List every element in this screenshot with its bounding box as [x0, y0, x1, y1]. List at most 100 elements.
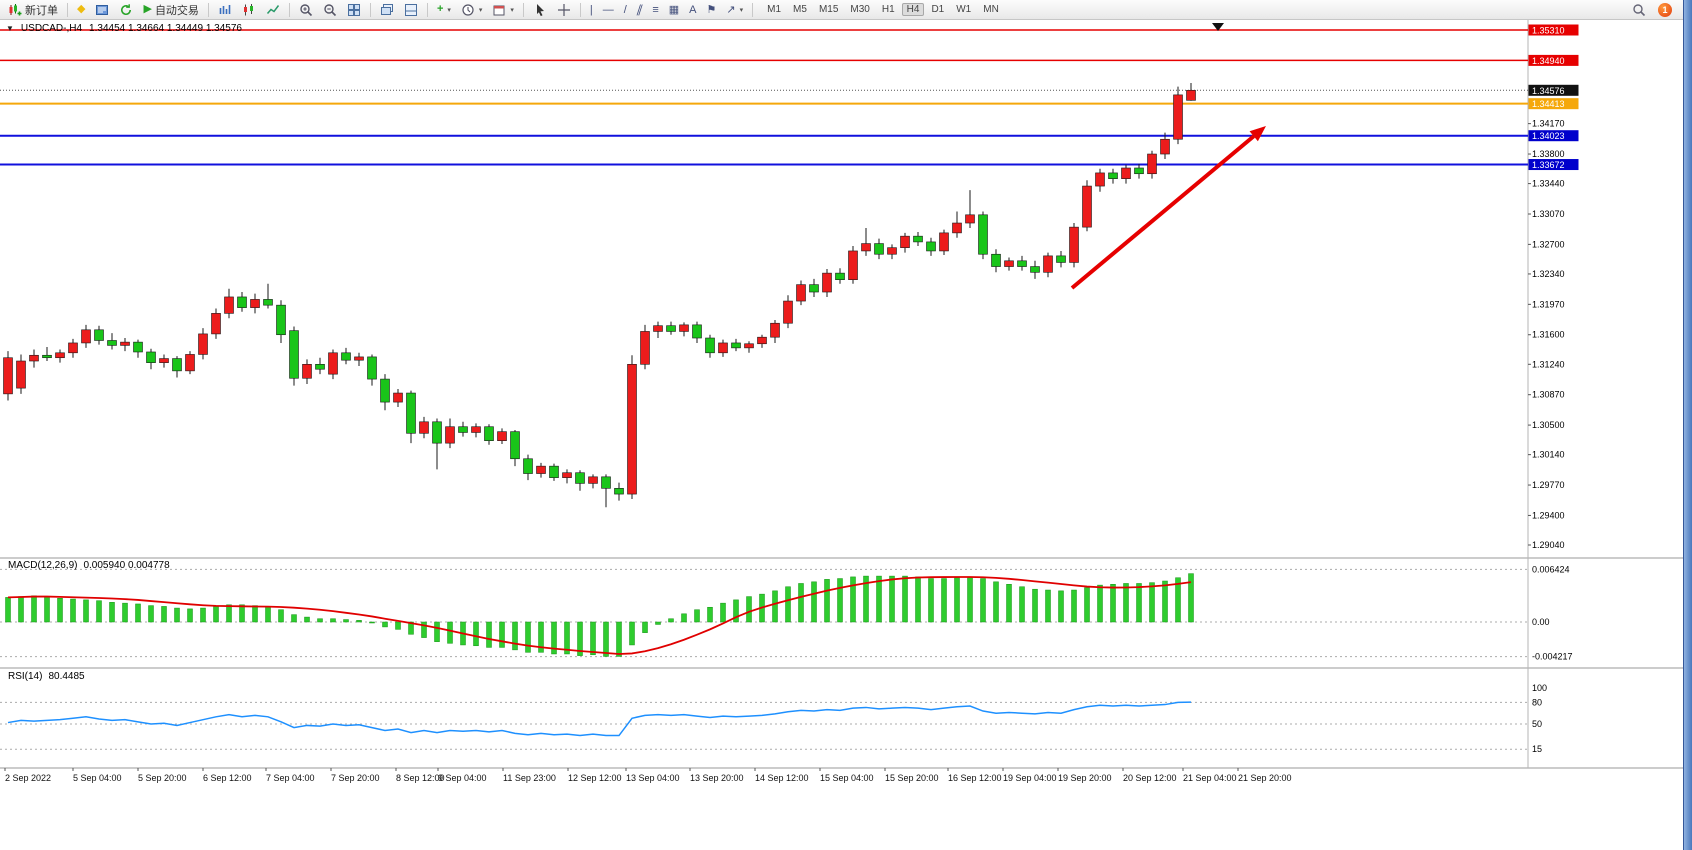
toolbar-separator [752, 2, 754, 17]
down-triangle-marker[interactable] [1212, 23, 1224, 31]
refresh-icon[interactable] [115, 2, 137, 18]
trendline-tool-icon[interactable]: / [623, 3, 627, 16]
cascade-windows-icon[interactable] [376, 2, 398, 18]
timeframe-h1[interactable]: H1 [881, 4, 895, 15]
trend-arrow-head [1249, 126, 1266, 142]
timeframe-group: M1 M5 M15 M30 H1 H4 D1 W1 MN [762, 3, 1004, 16]
split-windows-glyph [404, 3, 417, 16]
line-chart-glyph [266, 4, 280, 14]
time-tick: 11 Sep 23:00 [503, 773, 556, 783]
candlestick-chart-icon[interactable] [238, 2, 260, 18]
cursor-icon[interactable] [529, 2, 551, 18]
macd-tick: -0.004217 [1532, 652, 1573, 662]
time-tick: 13 Sep 04:00 [626, 773, 680, 783]
macd-signal-line [7, 576, 1192, 655]
right-scrollbar[interactable] [1683, 0, 1692, 850]
cascade-windows-glyph [380, 3, 393, 15]
trend-arrow[interactable] [1070, 134, 1256, 290]
time-tick: 19 Sep 04:00 [1003, 773, 1057, 783]
timeframe-d1[interactable]: D1 [931, 4, 945, 15]
rsi-tick: 100 [1532, 683, 1547, 693]
zoom-in-glyph [300, 3, 313, 16]
chevron-down-icon: ▾ [739, 6, 744, 14]
price-tag-1.34023 [1528, 130, 1579, 142]
market-watch-icon[interactable]: ◆ [77, 3, 86, 15]
text-tool-icon[interactable]: A [689, 3, 697, 16]
rsi-line [7, 701, 1192, 737]
toolbar-separator [288, 2, 290, 17]
time-tick: 5 Sep 20:00 [138, 773, 187, 783]
time-tick: 15 Sep 04:00 [820, 773, 874, 783]
search-icon[interactable] [1628, 2, 1650, 18]
price-tag-1.35310 [1528, 24, 1579, 36]
svg-text:1.34023: 1.34023 [1532, 131, 1565, 141]
toolbar-separator [369, 2, 371, 17]
data-window-glyph [96, 4, 109, 15]
crosshair-icon[interactable] [553, 2, 575, 18]
tile-windows-icon[interactable] [343, 2, 365, 18]
time-tick: 16 Sep 12:00 [948, 773, 1002, 783]
tile-windows-glyph [347, 3, 360, 16]
shapes-tool-button[interactable]: ↗ ▾ [722, 2, 747, 17]
channel-tool-icon[interactable]: ∥ [634, 4, 645, 16]
timeframe-m5[interactable]: M5 [793, 4, 807, 15]
label-tool-icon[interactable]: ⚑ [706, 4, 717, 16]
rsi-panel-label: RSI(14) 80.4485 [8, 671, 91, 682]
split-windows-icon[interactable] [400, 2, 422, 18]
price-tick: 1.34170 [1532, 119, 1565, 129]
shapes-tool-icon: ↗ [726, 4, 736, 16]
toolbar-separator [579, 2, 581, 17]
bar-chart-icon[interactable] [214, 2, 236, 18]
zoom-in-icon[interactable] [295, 2, 317, 18]
time-tick: 20 Sep 12:00 [1123, 773, 1177, 783]
price-tick: 1.31970 [1532, 299, 1565, 309]
hline-tool-icon[interactable]: — [602, 3, 614, 16]
timeframe-m15[interactable]: M15 [818, 4, 839, 15]
refresh-glyph [121, 3, 132, 15]
main-toolbar: 新订单 ◆ ▶ 自动交易 + ▾ ▾ ▾ | — / ∥ ≡ ▦ A ⚑ ↗ ▾ M… [0, 0, 1692, 20]
vline-tool-icon[interactable]: | [589, 3, 593, 16]
templates-button[interactable]: ▾ [488, 2, 518, 18]
price-tag-1.34940 [1528, 54, 1579, 66]
time-tick: 7 Sep 20:00 [331, 773, 380, 783]
timeframe-m30[interactable]: M30 [850, 4, 870, 15]
price-tag-1.34413 [1528, 98, 1579, 110]
period-menu-button[interactable]: ▾ [457, 2, 487, 18]
line-chart-icon[interactable] [262, 2, 284, 18]
new-order-button[interactable]: 新订单 [4, 1, 62, 19]
macd-tick: 0.00 [1532, 617, 1550, 627]
notifications-badge[interactable]: 1 [1658, 2, 1672, 17]
timeframe-w1[interactable]: W1 [956, 4, 972, 15]
autotrade-button[interactable]: ▶ 自动交易 [139, 1, 202, 19]
cycle-lines-icon[interactable]: ▦ [668, 4, 680, 16]
zoom-out-icon[interactable] [319, 2, 341, 18]
chevron-down-icon: ▾ [510, 6, 514, 14]
time-tick: 2 Sep 2022 [5, 773, 51, 783]
rsi-tick: 15 [1532, 744, 1542, 754]
chart-ohlc-values: 1.34454 1.34664 1.34449 1.34576 [89, 23, 242, 34]
indicators-button[interactable]: + ▾ [433, 3, 455, 16]
price-tick: 1.31600 [1532, 330, 1565, 340]
time-tick: 6 Sep 12:00 [203, 773, 252, 783]
timeframe-mn[interactable]: MN [983, 4, 999, 15]
price-tick: 1.33070 [1532, 209, 1565, 219]
price-tick: 1.33800 [1532, 149, 1565, 159]
chart-ohlc-header: ▼ USDCAD-,H4 1.34454 1.34664 1.34449 1.3… [6, 23, 242, 34]
time-tick: 15 Sep 20:00 [885, 773, 939, 783]
price-tick: 1.29770 [1532, 480, 1565, 490]
timeframe-m1[interactable]: M1 [767, 4, 782, 15]
price-tick: 1.30500 [1532, 420, 1565, 430]
rsi-tick: 80 [1532, 697, 1542, 707]
price-tick: 1.33440 [1532, 179, 1565, 189]
zoom-out-glyph [324, 3, 337, 16]
chart-menu-triangle-icon[interactable]: ▼ [6, 24, 14, 33]
toolbar-separator [426, 2, 428, 17]
data-window-icon[interactable] [91, 2, 113, 18]
fibonacci-tool-icon[interactable]: ≡ [652, 3, 659, 16]
new-order-icon [9, 3, 22, 15]
time-tick: 21 Sep 04:00 [1183, 773, 1237, 783]
chart-symbol-period: USDCAD-,H4 [20, 23, 83, 34]
time-tick: 7 Sep 04:00 [266, 773, 315, 783]
timeframe-h4[interactable]: H4 [901, 3, 925, 16]
